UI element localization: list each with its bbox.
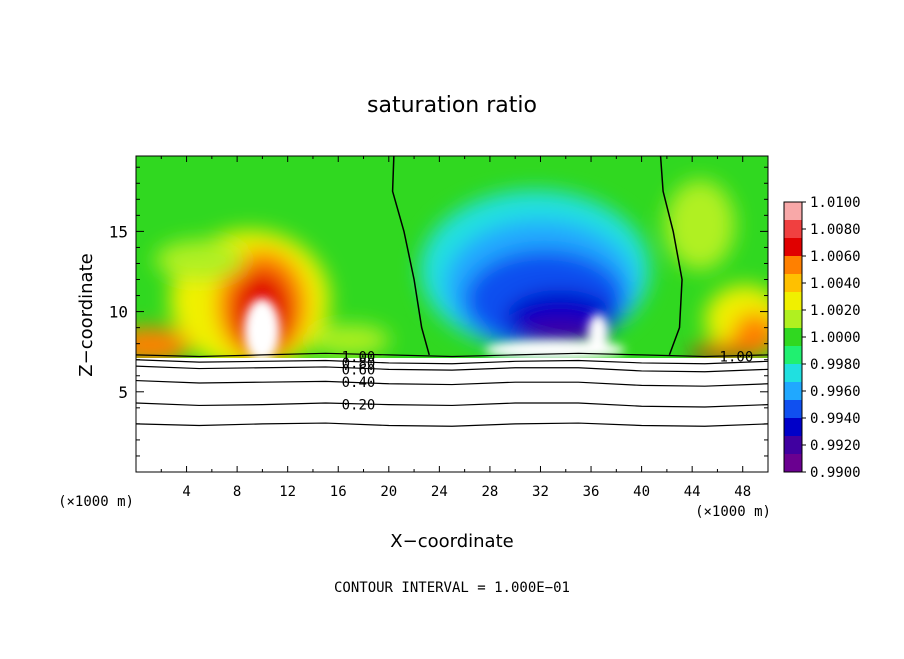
contour-interval-note: CONTOUR INTERVAL = 1.000E−01 [334, 580, 570, 596]
colorbar-label: 1.0000 [810, 330, 861, 346]
contour-label: 1.00 [342, 350, 376, 366]
colorbar-swatch [784, 436, 802, 455]
colorbar-label: 1.0020 [810, 303, 861, 319]
contour-label: 0.20 [342, 398, 376, 414]
x-axis-label: X−coordinate [390, 531, 513, 552]
colorbar-label: 0.9960 [810, 384, 861, 400]
contour-line [136, 365, 768, 373]
colorbar-label: 0.9980 [810, 357, 861, 373]
colorbar-label: 1.0040 [810, 276, 861, 292]
colorbar-swatch [784, 310, 802, 329]
x-tick-label: 24 [431, 484, 448, 500]
colorbar-label: 0.9940 [810, 411, 861, 427]
x-axis: 4 8 12 16 20 24 28 32 36 40 44 48 [160, 156, 751, 500]
contour-line [136, 352, 768, 358]
colorbar-label: 0.9900 [810, 465, 861, 481]
y-axis-label: Z−coordinate [76, 253, 97, 376]
colorbar-swatch [784, 256, 802, 275]
x-unit-right: (×1000 m) [695, 504, 771, 520]
contour-label: 1.00 [720, 350, 754, 366]
contour-line [136, 422, 768, 427]
x-tick-label: 36 [583, 484, 600, 500]
colorbar: 1.0100 1.0080 1.0060 1.0040 1.0020 1.0000 0.99… [783, 195, 861, 481]
x-tick-label: 40 [633, 484, 650, 500]
y-tick-label: 10 [109, 303, 128, 322]
x-tick-label: 32 [532, 484, 549, 500]
colorbar-label: 1.0080 [810, 222, 861, 238]
x-tick-label: 16 [330, 484, 347, 500]
plot-frame [135, 155, 769, 473]
contour-lines [136, 156, 768, 427]
colorbar-swatch [784, 364, 802, 383]
blob-left-edge [136, 327, 190, 363]
x-tick-label: 28 [481, 484, 498, 500]
colorbar-swatch [784, 292, 802, 311]
colorbar-swatch [784, 400, 802, 419]
colorbar-swatch [784, 328, 802, 347]
blob-right-orange [733, 313, 768, 357]
y-axis: 5 10 15 [109, 166, 768, 457]
colorbar-swatch [784, 382, 802, 401]
x-tick-label: 8 [233, 484, 241, 500]
contour-label: 0.40 [342, 375, 376, 391]
colorbar-swatch [784, 346, 802, 365]
blob-mid-yellow2 [310, 325, 390, 355]
colorbar-label: 1.0060 [810, 249, 861, 265]
y-tick-label: 5 [118, 383, 128, 402]
hole-center-peak [588, 314, 608, 350]
x-tick-label: 20 [380, 484, 397, 500]
contour-label: 0.80 [342, 356, 376, 372]
colorbar-swatch [784, 238, 802, 257]
contour-line-1 [391, 156, 430, 356]
contour-line [136, 359, 768, 365]
colorbar-swatch [784, 274, 802, 293]
field-blobs [136, 180, 768, 370]
colorbar-label: 1.0100 [810, 195, 861, 211]
contour-label: 0.60 [342, 362, 376, 378]
contour-line [136, 402, 768, 408]
chart-title: saturation ratio [367, 93, 537, 118]
blob-mid-yellow [155, 240, 245, 280]
colorbar-swatch [784, 202, 802, 221]
field-lower [136, 358, 768, 472]
x-tick-label: 4 [182, 484, 190, 500]
plot-area [136, 156, 768, 472]
x-unit-left: (×1000 m) [58, 494, 134, 510]
colorbar-swatch [784, 418, 802, 437]
x-tick-label: 44 [684, 484, 701, 500]
hole-left [244, 298, 280, 362]
contour-labels: 1.00 1.000.800.600.400.20 [342, 350, 754, 414]
contour-line-1 [659, 156, 683, 356]
contour-line [136, 379, 768, 387]
colorbar-swatch [784, 454, 802, 473]
blob-center-purple [520, 320, 600, 344]
blob-right-green [665, 180, 735, 270]
y-tick-label: 15 [109, 222, 128, 241]
colorbar-label: 0.9920 [810, 438, 861, 454]
x-tick-label: 12 [279, 484, 296, 500]
x-tick-label: 48 [734, 484, 751, 500]
colorbar-swatch [784, 220, 802, 239]
